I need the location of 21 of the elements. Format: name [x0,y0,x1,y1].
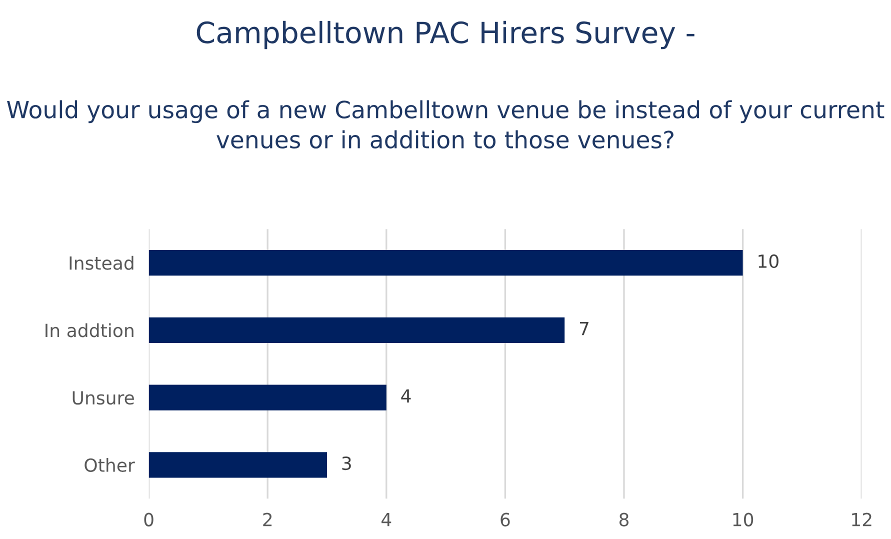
bar [148,250,743,276]
y-tick-label: Other [84,458,135,472]
x-tick-label: 6 [500,512,510,526]
data-label: 4 [401,389,411,402]
chart-subtitle: Would your usage of a new Cambelltown venue be instead of your current venues or in addition to those venues? [7,100,884,149]
y-tick-label: Instead [70,256,134,270]
x-tick-label: 12 [852,512,872,526]
bar [148,317,565,343]
bar [148,452,327,478]
x-tick-label: 8 [619,512,629,526]
data-label: 10 [758,254,778,268]
x-tick-label: 4 [382,513,392,526]
x-tick-label: 10 [733,512,754,526]
bar [148,384,386,410]
x-tick-label: 2 [263,512,272,526]
chart-title: Campbelltown PAC Hirers Survey - [196,20,694,50]
x-tick-label: 0 [144,512,154,526]
y-tick-label: In addtion [46,323,134,338]
data-label: 7 [580,322,588,336]
data-label: 3 [342,456,351,470]
y-tick-label: Unsure [72,391,134,405]
